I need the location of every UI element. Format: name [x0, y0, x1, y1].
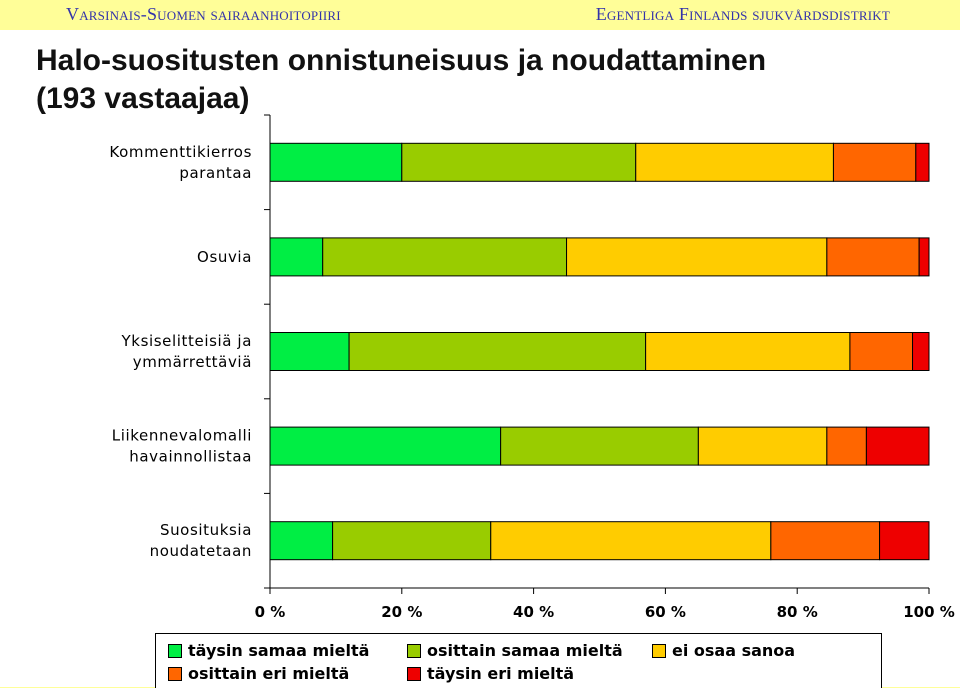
x-tick-label-5: 100 %: [903, 603, 955, 621]
header-left-text: Varsinais-Suomen sairaanhoitopiiri: [66, 4, 341, 24]
slide-title: Halo-suositusten onnistuneisuus ja nouda…: [36, 44, 767, 115]
bar-segment-5-5: [879, 521, 930, 561]
bar-segment-3-5: [912, 332, 930, 371]
legend-swatch-2: [407, 643, 421, 658]
category-label-3: Yksiselitteisiä ja ymmärrettäviä: [121, 332, 252, 371]
x-tick-label-4: 80 %: [777, 603, 818, 621]
legend-swatch-5: [407, 666, 421, 681]
bar-segment-1-2: [401, 142, 637, 182]
bar-segment-1-5: [915, 142, 930, 182]
legend-label-2: osittain samaa mieltä: [427, 641, 623, 660]
bar-segment-2-4: [826, 237, 920, 277]
legend: täysin samaa mieltä osittain samaa mielt…: [155, 633, 882, 688]
legend-item-1: täysin samaa mieltä: [168, 641, 369, 660]
header-band: Varsinais-Suomen sairaanhoitopiiri Egent…: [0, 0, 960, 30]
bar-segment-5-3: [490, 521, 772, 561]
bar-segment-1-4: [832, 142, 917, 182]
bar-segment-2-5: [918, 237, 930, 277]
legend-swatch-4: [168, 666, 182, 681]
axes-group: [264, 114, 930, 594]
bar-segment-2-3: [566, 237, 828, 277]
header-right-text: Egentliga Finlands sjukvårdsdistrikt: [595, 4, 890, 24]
bar-segment-5-1: [269, 521, 334, 561]
legend-item-5: täysin eri mieltä: [407, 664, 574, 683]
bar-segment-4-3: [697, 426, 828, 466]
bar-segment-4-2: [500, 426, 699, 466]
legend-swatch-3: [652, 643, 666, 658]
bar-segment-4-5: [865, 426, 930, 466]
x-tick-label-1: 20 %: [381, 603, 422, 621]
legend-item-2: osittain samaa mieltä: [407, 641, 623, 660]
bars-group: [269, 142, 930, 561]
x-tick-label-2: 40 %: [513, 603, 554, 621]
legend-label-1: täysin samaa mieltä: [188, 641, 370, 660]
category-label-4: Liikennevalomalli havainnollistaa: [112, 427, 252, 466]
legend-label-5: täysin eri mieltä: [427, 664, 575, 683]
category-labels-group: Kommenttikierros parantaa Osuvia Yksiselitt…: [109, 143, 252, 560]
legend-label-4: osittain eri mieltä: [188, 664, 350, 683]
bar-segment-5-2: [332, 521, 492, 561]
legend-label-3: ei osaa sanoa: [672, 641, 796, 660]
bar-segment-3-2: [348, 332, 647, 371]
legend-item-3: ei osaa sanoa: [652, 641, 795, 660]
bar-segment-2-1: [269, 237, 324, 277]
bar-segment-1-3: [635, 142, 834, 182]
bar-segment-4-1: [269, 426, 502, 466]
bar-segment-3-3: [645, 332, 851, 371]
category-label-5: Suosituksia noudatetaan: [150, 521, 252, 560]
bar-segment-5-4: [770, 521, 881, 561]
bar-segment-3-1: [269, 332, 350, 371]
bar-segment-2-2: [322, 237, 568, 277]
category-label-2: Osuvia: [197, 248, 252, 266]
bar-segment-3-4: [849, 332, 914, 371]
bar-segment-1-1: [269, 142, 403, 182]
tick-labels-group: 0 % 20 % 40 % 60 % 80 % 100 %: [255, 603, 955, 621]
x-tick-label-0: 0 %: [255, 603, 286, 621]
legend-swatch-1: [168, 643, 182, 658]
category-label-1: Kommenttikierros parantaa: [109, 143, 252, 182]
bar-segment-4-4: [826, 426, 867, 466]
legend-item-4: osittain eri mieltä: [168, 664, 349, 683]
x-tick-label-3: 60 %: [645, 603, 686, 621]
